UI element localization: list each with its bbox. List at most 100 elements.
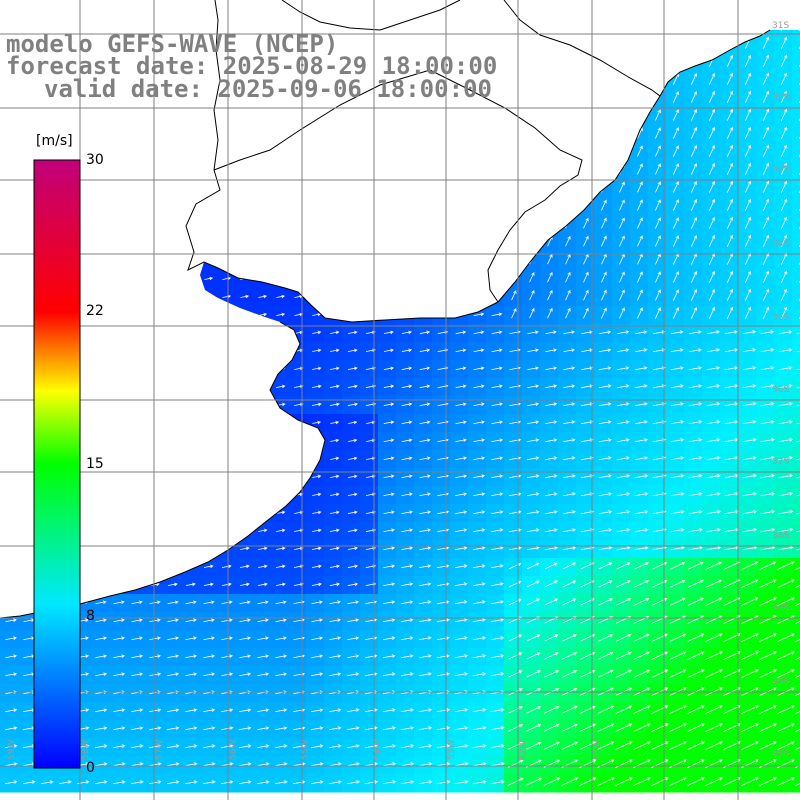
wind-arrow <box>617 384 630 389</box>
wind-cell <box>792 432 800 451</box>
wind-arrow <box>257 762 270 767</box>
wind-arrow <box>257 618 269 623</box>
wind-arrow <box>401 636 414 641</box>
wind-cell <box>792 108 800 127</box>
wind-arrow <box>705 777 723 786</box>
wind-arrow <box>329 528 340 533</box>
wind-arrow <box>760 527 776 533</box>
wind-arrow <box>366 420 376 425</box>
wind-arrow <box>113 762 126 767</box>
wind-arrow <box>562 652 578 660</box>
wind-arrow <box>580 456 594 461</box>
wind-arrow <box>311 546 322 551</box>
wind-arrow <box>742 474 757 479</box>
wind-arrow <box>655 271 661 283</box>
wind-arrow <box>688 420 703 425</box>
wind-arrow <box>239 600 251 605</box>
wind-arrow <box>455 366 467 371</box>
wind-arrow <box>328 744 342 749</box>
wind-arrow <box>795 548 800 551</box>
wind-arrow <box>185 726 198 731</box>
wind-cell <box>792 558 800 577</box>
wind-arrow <box>203 636 215 641</box>
wind-arrow <box>203 726 216 731</box>
wind-arrow <box>655 217 661 229</box>
wind-arrow <box>598 633 614 642</box>
wind-arrow <box>509 456 522 461</box>
wind-arrow <box>329 600 341 605</box>
lat-label: 36S <box>772 385 789 395</box>
wind-arrow <box>473 528 486 533</box>
wind-arrow <box>672 217 679 229</box>
wind-arrow <box>637 307 643 319</box>
wind-arrow <box>543 777 561 786</box>
wind-cell <box>792 450 800 469</box>
lat-label: 41S <box>772 749 789 759</box>
wind-arrow <box>634 402 648 407</box>
wind-arrow <box>185 762 198 767</box>
wind-arrow <box>780 288 788 302</box>
wind-arrow <box>472 582 486 587</box>
wind-arrow <box>508 741 524 750</box>
wind-arrow <box>491 492 504 497</box>
wind-arrow <box>436 618 450 623</box>
wind-arrow <box>741 669 759 678</box>
wind-arrow <box>780 54 788 68</box>
wind-arrow <box>149 672 162 677</box>
lat-label: 32S <box>772 93 789 103</box>
wind-arrow <box>651 705 669 714</box>
wind-arrow <box>419 330 431 335</box>
wind-arrow <box>777 615 795 624</box>
wind-arrow <box>597 705 615 714</box>
wind-cell <box>792 234 800 253</box>
wind-arrow <box>669 777 687 786</box>
wind-arrow <box>599 330 612 335</box>
lon-label: 57W <box>155 740 165 760</box>
wind-arrow <box>311 402 322 407</box>
title-valid-date: valid date: 2025-09-06 18:00:00 <box>44 75 492 103</box>
wind-arrow <box>526 562 540 570</box>
wind-arrow <box>744 270 752 283</box>
wind-arrow <box>601 217 607 229</box>
wind-arrow <box>672 289 679 301</box>
wind-arrow <box>634 366 648 371</box>
wind-arrow <box>670 510 685 515</box>
wind-cell <box>792 180 800 199</box>
wind-arrow <box>312 348 322 353</box>
wind-arrow <box>795 711 800 714</box>
wind-arrow <box>651 777 669 786</box>
wind-arrow <box>599 348 612 353</box>
wind-arrow <box>655 127 661 139</box>
wind-arrow <box>579 723 597 732</box>
wind-cell <box>792 702 800 721</box>
colorbar <box>33 159 81 769</box>
wind-arrow <box>329 366 340 371</box>
wind-arrow <box>778 438 794 443</box>
wind-arrow <box>726 72 734 85</box>
wind-arrow <box>545 438 558 443</box>
grid-labels: 41S 40S 39S 38S 37S 36S 35S 34S 33S 32S 31S 59W 58W 5… <box>7 21 789 760</box>
wind-arrow <box>795 639 800 642</box>
wind-arrow <box>148 780 162 785</box>
wind-arrow <box>329 726 342 731</box>
wind-arrow <box>796 494 800 497</box>
wind-cell <box>792 198 800 217</box>
wind-arrow <box>491 348 503 352</box>
wind-arrow <box>401 348 413 353</box>
wind-arrow <box>5 744 18 749</box>
wind-arrow <box>744 90 752 103</box>
wind-arrow <box>329 384 340 389</box>
wind-arrow <box>562 510 577 515</box>
wind-arrow <box>598 528 613 533</box>
wind-arrow <box>204 276 214 281</box>
wind-arrow <box>726 162 734 175</box>
wind-arrow <box>616 456 631 461</box>
wind-arrow <box>347 348 358 353</box>
wind-arrow <box>472 762 487 767</box>
wind-arrow <box>760 438 775 443</box>
wind-arrow <box>544 562 558 570</box>
wind-arrow <box>276 312 286 317</box>
wind-arrow <box>257 636 269 641</box>
wind-arrow <box>95 672 108 677</box>
lat-label: 40S <box>772 677 789 687</box>
